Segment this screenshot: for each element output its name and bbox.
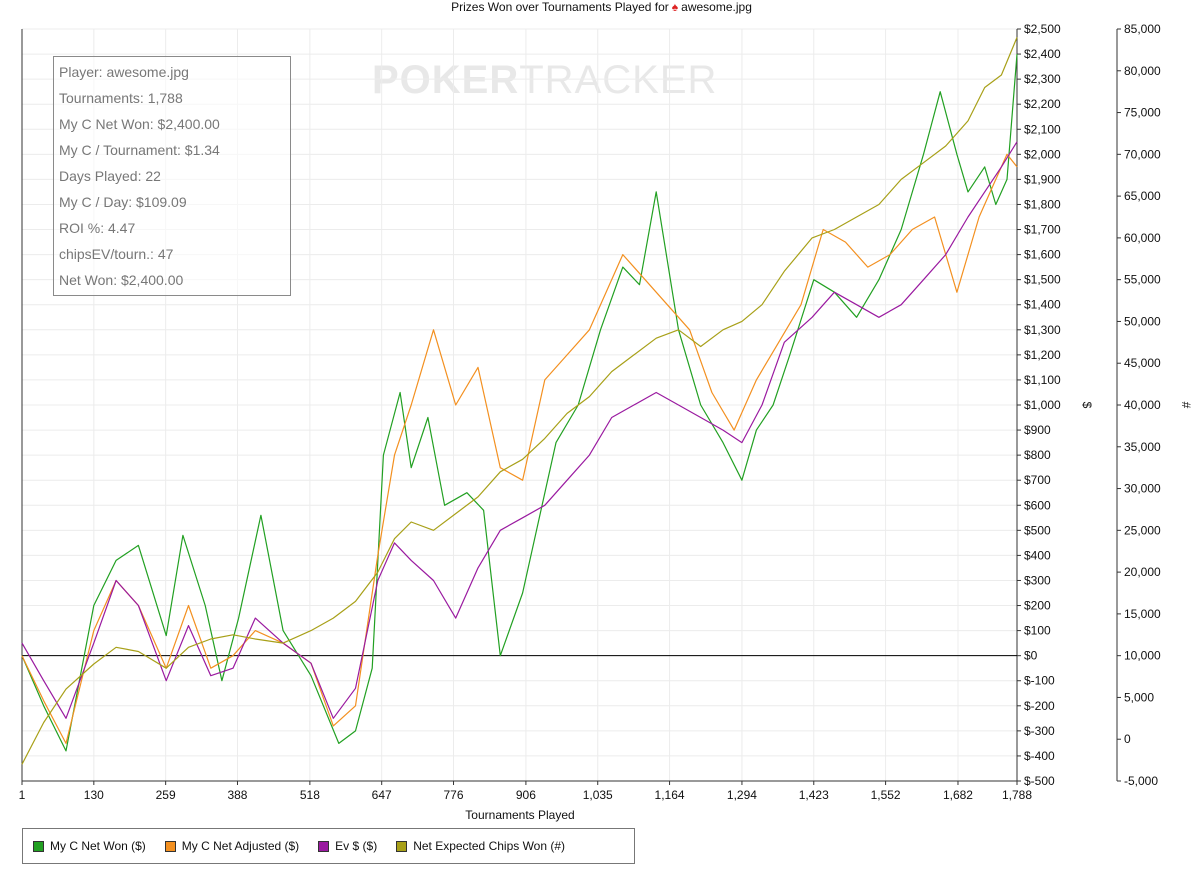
x-tick-label: 130 — [84, 788, 104, 802]
stat-net-won: My C Net Won: $2,400.00 — [59, 115, 290, 141]
y-tick-label: $400 — [1024, 548, 1051, 562]
y2-tick-label: 0 — [1124, 732, 1131, 746]
y2-tick-label: 30,000 — [1124, 482, 1161, 496]
legend-item-expected-chips: Net Expected Chips Won (#) — [396, 839, 565, 853]
y2-tick-label: 85,000 — [1124, 22, 1161, 36]
y-tick-label: $1,700 — [1024, 223, 1061, 237]
x-axis-label: Tournaments Played — [465, 808, 574, 822]
x-tick-label: 647 — [372, 788, 392, 802]
legend-label: My C Net Won ($) — [50, 839, 146, 853]
y-tick-label: $1,300 — [1024, 323, 1061, 337]
y-tick-label: $1,000 — [1024, 398, 1061, 412]
y2-tick-label: 75,000 — [1124, 106, 1161, 120]
x-tick-label: 388 — [227, 788, 247, 802]
y2-tick-label: 15,000 — [1124, 607, 1161, 621]
legend-item-net-won: My C Net Won ($) — [33, 839, 146, 853]
y2-tick-label: -5,000 — [1124, 774, 1158, 788]
stat-roi: ROI %: 4.47 — [59, 219, 290, 245]
y-tick-label: $2,500 — [1024, 22, 1061, 36]
y-tick-label: $100 — [1024, 624, 1051, 638]
y-tick-label: $900 — [1024, 423, 1051, 437]
stats-box: Player: awesome.jpg Tournaments: 1,788 M… — [53, 56, 291, 296]
x-tick-label: 1,423 — [799, 788, 829, 802]
y2-tick-label: 80,000 — [1124, 64, 1161, 78]
legend-swatch — [318, 841, 329, 852]
y-tick-label: $1,500 — [1024, 273, 1061, 287]
y2-tick-label: 60,000 — [1124, 231, 1161, 245]
y-tick-label: $600 — [1024, 498, 1051, 512]
x-tick-label: 259 — [156, 788, 176, 802]
y2-tick-label: 55,000 — [1124, 273, 1161, 287]
x-tick-label: 776 — [444, 788, 464, 802]
legend-swatch — [396, 841, 407, 852]
y-tick-label: $500 — [1024, 523, 1051, 537]
y2-tick-label: 65,000 — [1124, 189, 1161, 203]
y-tick-label: $1,200 — [1024, 348, 1061, 362]
y-tick-label: $200 — [1024, 599, 1051, 613]
legend-label: My C Net Adjusted ($) — [182, 839, 299, 853]
y2-tick-label: 40,000 — [1124, 398, 1161, 412]
y2-tick-label: 20,000 — [1124, 565, 1161, 579]
x-tick-label: 1,294 — [727, 788, 757, 802]
y2-tick-label: 10,000 — [1124, 649, 1161, 663]
stat-per-day: My C / Day: $109.09 — [59, 193, 290, 219]
y2-axis-label: # — [1179, 402, 1193, 409]
x-tick-label: 1,552 — [871, 788, 901, 802]
stat-net-won-total: Net Won: $2,400.00 — [59, 271, 290, 297]
x-tick-label: 1,682 — [943, 788, 973, 802]
y-tick-label: $2,100 — [1024, 122, 1061, 136]
y2-tick-label: 70,000 — [1124, 147, 1161, 161]
y-tick-label: $800 — [1024, 448, 1051, 462]
legend-swatch — [33, 841, 44, 852]
y-axis-label: $ — [1080, 402, 1094, 409]
y-tick-label: $0 — [1024, 649, 1038, 663]
y-tick-label: $2,200 — [1024, 97, 1061, 111]
y-tick-label: $1,800 — [1024, 197, 1061, 211]
stat-per-tournament: My C / Tournament: $1.34 — [59, 141, 290, 167]
y-tick-label: $1,900 — [1024, 172, 1061, 186]
x-tick-label: 518 — [300, 788, 320, 802]
y-tick-label: $2,300 — [1024, 72, 1061, 86]
y2-tick-label: 5,000 — [1124, 690, 1154, 704]
y-tick-label: $-400 — [1024, 749, 1055, 763]
y2-tick-label: 50,000 — [1124, 314, 1161, 328]
y-tick-label: $-200 — [1024, 699, 1055, 713]
x-tick-label: 1 — [19, 788, 26, 802]
chart-legend: My C Net Won ($) My C Net Adjusted ($) E… — [22, 828, 635, 864]
y-tick-label: $-500 — [1024, 774, 1055, 788]
y-tick-label: $2,400 — [1024, 47, 1061, 61]
legend-item-ev: Ev $ ($) — [318, 839, 377, 853]
legend-swatch — [165, 841, 176, 852]
stat-chipsev: chipsEV/tourn.: 47 — [59, 245, 290, 271]
y2-tick-label: 25,000 — [1124, 523, 1161, 537]
y-tick-label: $2,000 — [1024, 147, 1061, 161]
legend-label: Net Expected Chips Won (#) — [413, 839, 565, 853]
y2-tick-label: 45,000 — [1124, 356, 1161, 370]
y-tick-label: $700 — [1024, 473, 1051, 487]
x-tick-label: 1,164 — [655, 788, 685, 802]
stat-player: Player: awesome.jpg — [59, 63, 290, 89]
stat-tournaments: Tournaments: 1,788 — [59, 89, 290, 115]
x-tick-label: 1,035 — [583, 788, 613, 802]
y2-tick-label: 35,000 — [1124, 440, 1161, 454]
y-tick-label: $1,400 — [1024, 298, 1061, 312]
legend-label: Ev $ ($) — [335, 839, 377, 853]
y-tick-label: $1,600 — [1024, 248, 1061, 262]
y-tick-label: $1,100 — [1024, 373, 1061, 387]
y-tick-label: $300 — [1024, 573, 1051, 587]
x-tick-label: 906 — [516, 788, 536, 802]
legend-item-net-adjusted: My C Net Adjusted ($) — [165, 839, 299, 853]
x-tick-label: 1,788 — [1002, 788, 1032, 802]
y-tick-label: $-300 — [1024, 724, 1055, 738]
stat-days-played: Days Played: 22 — [59, 167, 290, 193]
y-tick-label: $-100 — [1024, 674, 1055, 688]
